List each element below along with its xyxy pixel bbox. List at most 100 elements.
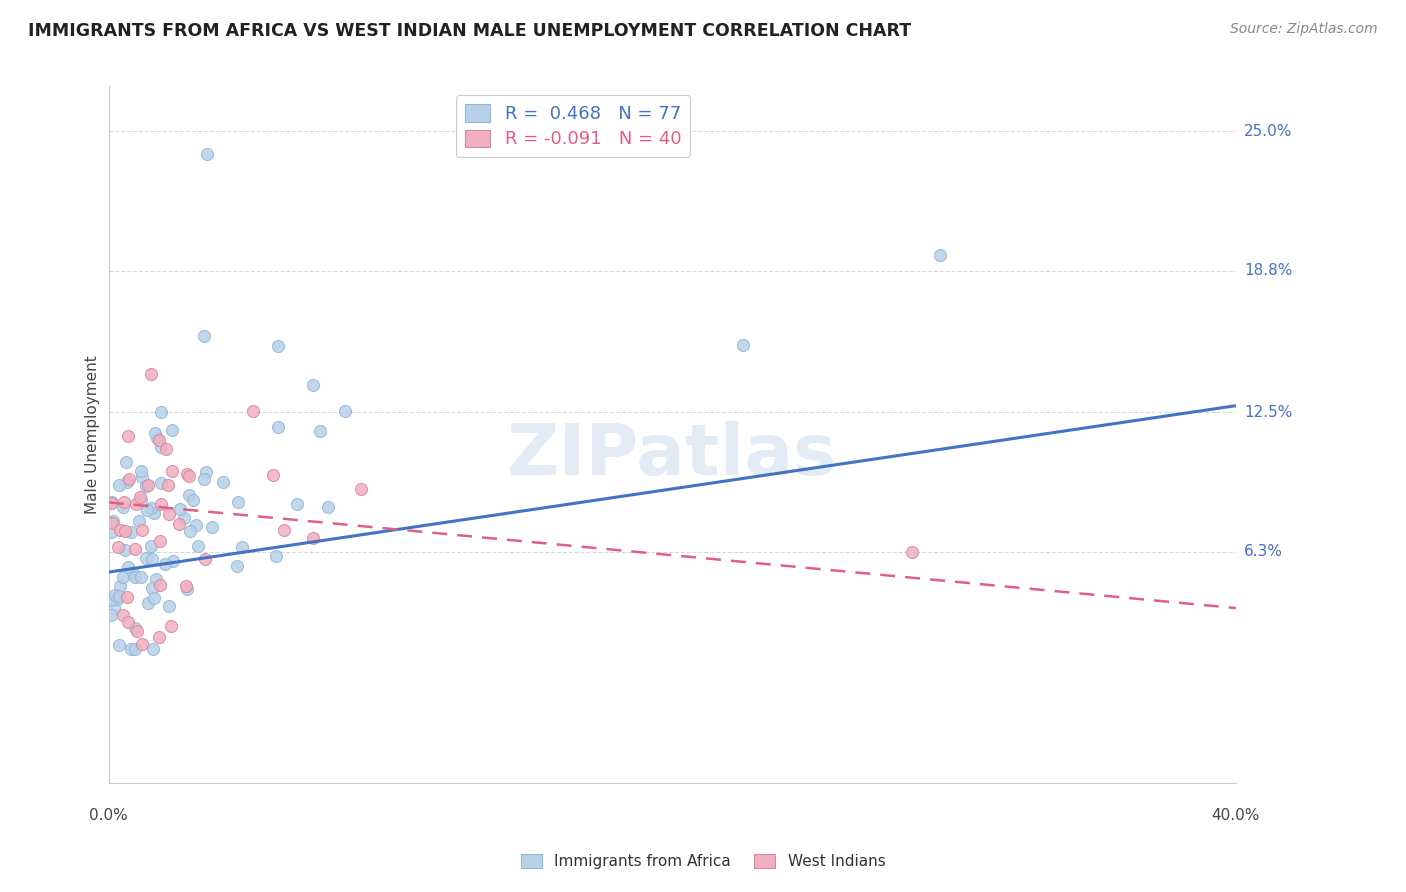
Point: [114, 524, 136, 538]
Point: [103, 515, 125, 529]
Text: 18.8%: 18.8%: [1244, 263, 1292, 278]
Text: 12.5%: 12.5%: [1244, 405, 1292, 420]
Point: [159, 619, 181, 633]
Y-axis label: Male Unemployment: Male Unemployment: [86, 356, 100, 515]
Point: [111, 607, 134, 622]
Point: [142, 591, 165, 606]
Point: [136, 478, 159, 492]
Point: [124, 621, 146, 635]
Point: [900, 545, 922, 559]
Point: [145, 425, 167, 440]
Point: [100, 525, 122, 540]
Point: [156, 478, 179, 492]
Point: [266, 339, 288, 353]
Point: [195, 146, 218, 161]
Point: [212, 475, 235, 489]
Point: [108, 578, 131, 592]
Point: [118, 472, 141, 486]
Point: [157, 507, 180, 521]
Point: [136, 596, 159, 610]
Point: [100, 496, 122, 510]
Point: [120, 525, 142, 540]
Point: [117, 560, 139, 574]
Point: [929, 248, 952, 262]
Point: [149, 533, 172, 548]
Point: [194, 552, 217, 566]
Point: [187, 539, 209, 553]
Point: [100, 593, 122, 607]
Point: [103, 601, 125, 615]
Point: [121, 566, 143, 580]
Point: [242, 403, 264, 417]
Point: [108, 477, 131, 491]
Point: [302, 377, 325, 392]
Point: [169, 502, 191, 516]
Point: [179, 524, 201, 538]
Point: [131, 523, 153, 537]
Point: [316, 500, 339, 514]
Point: [176, 582, 198, 597]
Point: [160, 423, 183, 437]
Point: [231, 541, 253, 555]
Point: [111, 500, 134, 514]
Point: [136, 503, 159, 517]
Point: [157, 599, 180, 614]
Legend: Immigrants from Africa, West Indians: Immigrants from Africa, West Indians: [515, 847, 891, 875]
Point: [148, 434, 170, 448]
Point: [111, 569, 134, 583]
Point: [131, 464, 153, 478]
Point: [177, 488, 200, 502]
Point: [104, 588, 127, 602]
Point: [124, 641, 146, 656]
Point: [139, 539, 162, 553]
Point: [145, 572, 167, 586]
Point: [160, 465, 183, 479]
Point: [176, 467, 198, 481]
Point: [350, 483, 373, 497]
Point: [129, 493, 152, 508]
Point: [167, 516, 190, 531]
Text: 25.0%: 25.0%: [1244, 124, 1292, 139]
Point: [149, 497, 172, 511]
Point: [181, 493, 204, 508]
Point: [162, 554, 184, 568]
Text: 6.3%: 6.3%: [1244, 544, 1284, 559]
Text: Source: ZipAtlas.com: Source: ZipAtlas.com: [1230, 22, 1378, 37]
Point: [302, 531, 325, 545]
Legend: R =  0.468   N = 77, R = -0.091   N = 40: R = 0.468 N = 77, R = -0.091 N = 40: [456, 95, 690, 157]
Point: [143, 506, 166, 520]
Point: [228, 495, 250, 509]
Point: [264, 549, 287, 563]
Point: [131, 637, 153, 651]
Point: [141, 551, 163, 566]
Point: [149, 578, 172, 592]
Point: [120, 641, 142, 656]
Point: [309, 424, 332, 438]
Text: ZIPatlas: ZIPatlas: [508, 421, 838, 491]
Point: [135, 551, 157, 566]
Point: [128, 490, 150, 504]
Point: [124, 542, 146, 557]
Point: [173, 511, 195, 525]
Point: [193, 329, 215, 343]
Point: [149, 405, 172, 419]
Text: 40.0%: 40.0%: [1212, 808, 1260, 823]
Point: [125, 624, 148, 638]
Point: [139, 368, 162, 382]
Point: [114, 542, 136, 557]
Point: [131, 470, 153, 484]
Point: [117, 429, 139, 443]
Point: [117, 615, 139, 629]
Point: [141, 581, 163, 595]
Point: [129, 570, 152, 584]
Point: [146, 431, 169, 445]
Point: [333, 404, 356, 418]
Point: [135, 479, 157, 493]
Point: [149, 440, 172, 454]
Point: [101, 494, 124, 508]
Point: [115, 590, 138, 604]
Point: [124, 570, 146, 584]
Point: [107, 638, 129, 652]
Point: [153, 557, 176, 571]
Point: [105, 592, 128, 607]
